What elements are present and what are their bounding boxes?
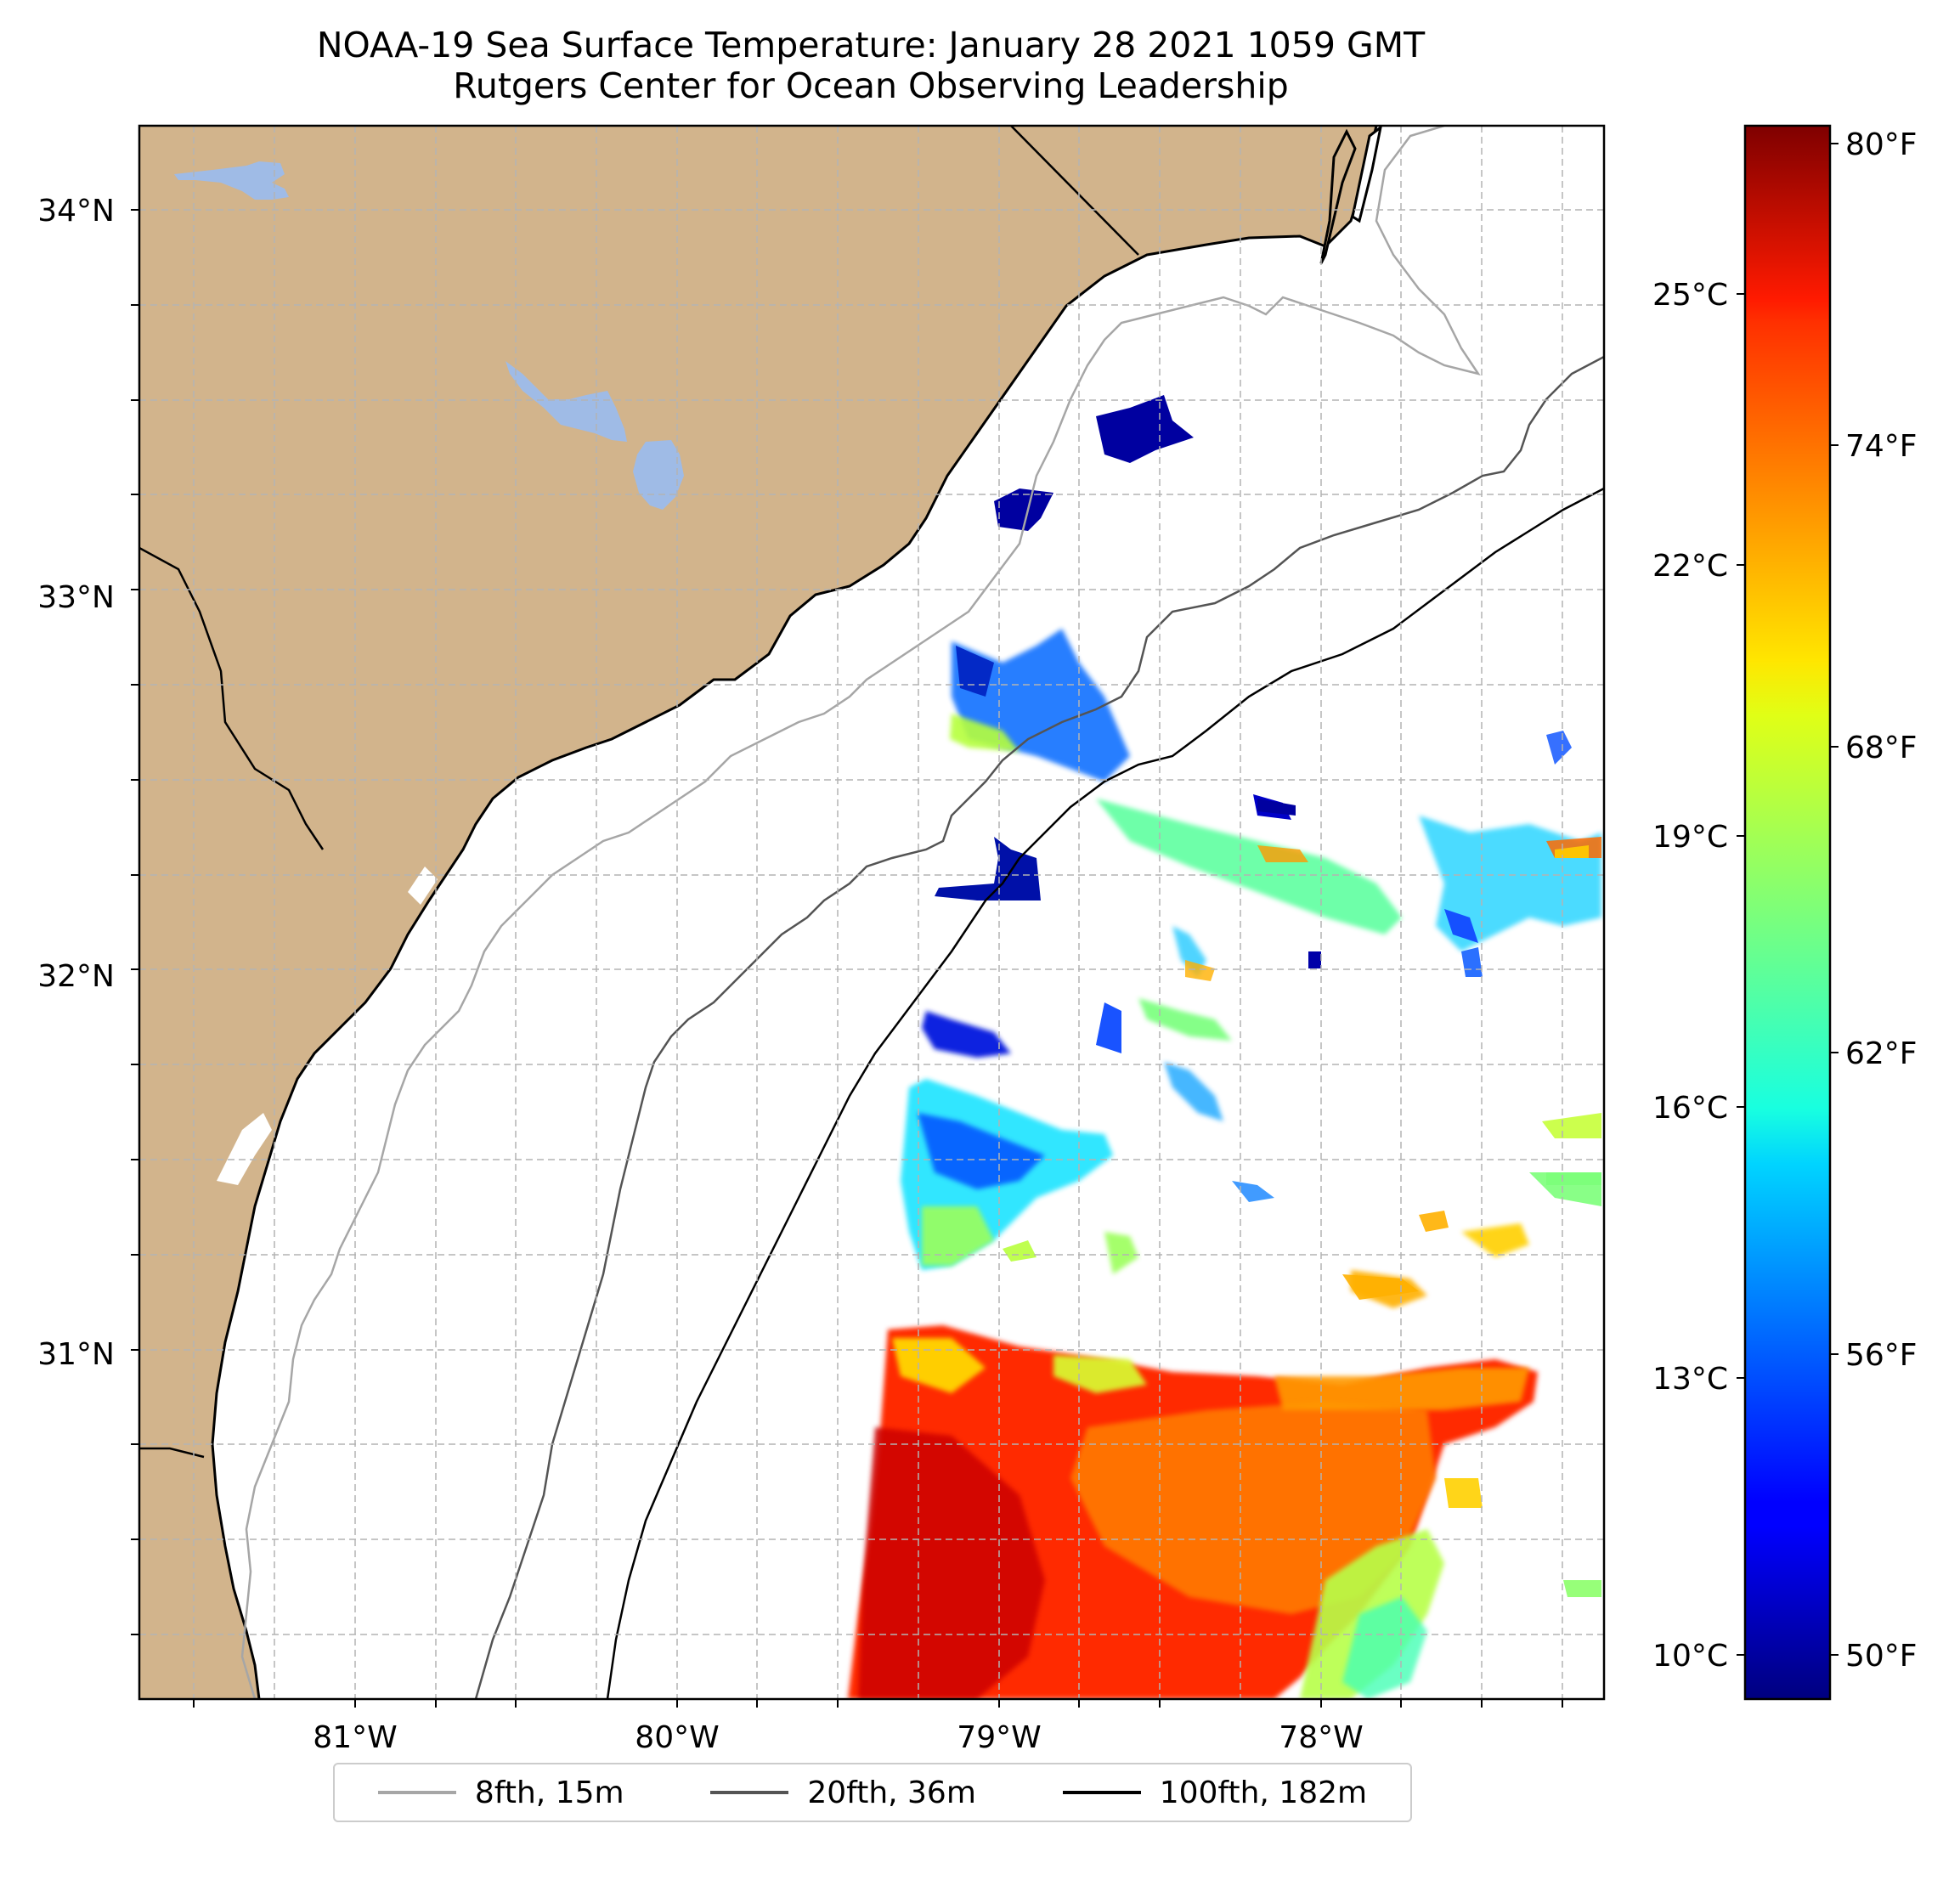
legend-line-20fth [710, 1791, 789, 1794]
colorbar-f-80: 80°F [1845, 127, 1918, 162]
legend-item-8fth: 8fth, 15m [377, 1775, 624, 1810]
colorbar-c-16: 16°C [1652, 1091, 1728, 1126]
lon-label-78: 78°W [1279, 1720, 1363, 1755]
lat-label-33: 33°N [37, 580, 115, 615]
legend-label-20fth: 20fth, 36m [807, 1775, 976, 1810]
colorbar-f-74: 74°F [1845, 429, 1918, 464]
colorbar-c-19: 19°C [1652, 820, 1728, 855]
colorbar-ticks [1737, 143, 1839, 1656]
coastal-sound [293, 1070, 323, 1104]
contour-20fth [474, 355, 1604, 1699]
coastline [211, 126, 1378, 1699]
legend-label-100fth: 100fth, 182m [1159, 1775, 1368, 1810]
coastal-sound [408, 867, 438, 905]
contour-legend: 8fth, 15m 20fth, 36m 100fth, 182m [333, 1763, 1412, 1822]
colorbar-f-50: 50°F [1845, 1639, 1918, 1674]
river-coastline [139, 546, 325, 850]
lon-label-80: 80°W [635, 1720, 719, 1755]
sst-data-layer [848, 395, 1601, 1699]
colorbar-frame [1743, 124, 1832, 1701]
lat-label-34: 34°N [37, 194, 115, 229]
contour-8fth [240, 126, 1481, 1699]
lake-moultrie [506, 361, 627, 442]
colorbar-c-13: 13°C [1652, 1362, 1728, 1397]
legend-item-100fth: 100fth, 182m [1062, 1775, 1368, 1810]
gridlines [139, 126, 1604, 1699]
lake-marion [174, 161, 289, 200]
barrier-island [1319, 128, 1357, 264]
legend-line-100fth [1062, 1791, 1141, 1794]
colorbar-c-10: 10°C [1652, 1639, 1728, 1674]
map-frame [138, 124, 1606, 1701]
coastal-sound [217, 1113, 272, 1185]
lon-label-81: 81°W [313, 1720, 397, 1755]
lat-label-32: 32°N [37, 959, 115, 994]
contour-100fth [606, 487, 1604, 1699]
lat-label-31: 31°N [37, 1337, 115, 1372]
colorbar [1745, 126, 1830, 1699]
legend-item-20fth: 20fth, 36m [710, 1776, 976, 1810]
colorbar-f-68: 68°F [1845, 731, 1918, 765]
colorbar-f-56: 56°F [1845, 1338, 1918, 1373]
axis-ticks [131, 209, 1563, 1708]
map-subtitle: Rutgers Center for Ocean Observing Leade… [453, 65, 1289, 106]
state-border [139, 1447, 205, 1459]
legend-line-8fth [377, 1791, 456, 1794]
colorbar-f-62: 62°F [1845, 1036, 1918, 1071]
colorbar-c-25: 25°C [1652, 278, 1728, 313]
state-border [1010, 126, 1139, 256]
colorbar-c-22: 22°C [1652, 549, 1728, 584]
lon-label-79: 79°W [957, 1720, 1041, 1755]
map-title: NOAA-19 Sea Surface Temperature: January… [316, 25, 1426, 65]
barrier-island [1351, 126, 1382, 223]
land-mass [139, 126, 1376, 1699]
legend-label-8fth: 8fth, 15m [474, 1775, 624, 1810]
lake-lower [633, 440, 684, 510]
